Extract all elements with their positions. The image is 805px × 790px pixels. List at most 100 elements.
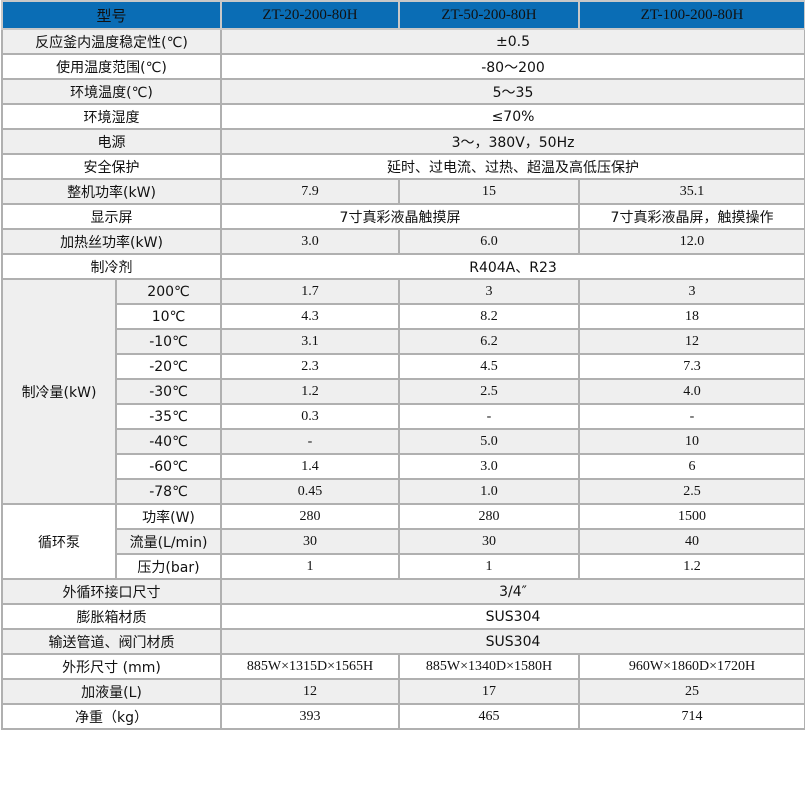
table-row: 环境湿度 ≤70%	[0, 103, 805, 130]
model-header: ZT-50-200-80H	[398, 0, 581, 30]
row-label: 显示屏	[0, 203, 223, 230]
sub-label: 压力(bar)	[114, 553, 223, 580]
value-cell: 1	[398, 553, 581, 580]
table-row: 整机功率(kW) 7.9 15 35.1	[0, 178, 805, 205]
value-cell: 2.5	[578, 478, 805, 505]
sub-label: -30℃	[114, 378, 223, 405]
value-cell: 960W×1860D×1720H	[578, 653, 805, 680]
value-cell: 30	[398, 528, 581, 555]
value-cell: SUS304	[220, 628, 805, 655]
value-cell: 3.0	[398, 453, 581, 480]
group-label: 制冷量(kW)	[1, 278, 117, 505]
value-cell: 465	[398, 703, 581, 730]
value-cell: 17	[398, 678, 581, 705]
value-cell: 12	[220, 678, 401, 705]
row-label: 整机功率(kW)	[0, 178, 223, 205]
table-row: -40℃ -5.0 10	[2, 428, 805, 455]
row-label: 环境温度(℃)	[0, 78, 223, 105]
value-cell: 393	[220, 703, 401, 730]
table-row: 循环泵 功率(W) 280 280 1500	[1, 503, 805, 580]
value-cell: 885W×1315D×1565H	[220, 653, 401, 680]
value-cell: 1.2	[578, 553, 805, 580]
row-label: 外形尺寸 (mm)	[0, 653, 223, 680]
value-cell: 25	[578, 678, 805, 705]
value-cell: 4.0	[578, 378, 805, 405]
row-label: 安全保护	[0, 153, 223, 180]
table-row: 加热丝功率(kW) 3.0 6.0 12.0	[0, 228, 805, 255]
row-label: 外循环接口尺寸	[0, 578, 223, 605]
value-cell: 1.4	[220, 453, 401, 480]
value-cell: SUS304	[220, 603, 805, 630]
value-cell: 6.2	[398, 328, 581, 355]
value-cell: -	[220, 428, 401, 455]
sub-label: -35℃	[114, 403, 223, 430]
value-cell: 3～，380V，50Hz	[220, 128, 805, 155]
value-cell: 35.1	[578, 178, 805, 205]
value-cell: R404A、R23	[220, 253, 805, 280]
table-row: 压力(bar) 1 1 1.2	[2, 553, 805, 580]
row-label: 使用温度范围(℃)	[0, 53, 223, 80]
value-cell: 3	[398, 278, 581, 305]
row-label: 净重（kg）	[0, 703, 223, 730]
value-cell: 7寸真彩液晶触摸屏	[220, 203, 581, 230]
value-cell: 7.9	[220, 178, 401, 205]
value-cell: 1.2	[220, 378, 401, 405]
value-cell: 3/4″	[220, 578, 805, 605]
table-row: 加液量(L) 12 17 25	[0, 678, 805, 705]
row-label: 反应釜内温度稳定性(℃)	[0, 28, 223, 55]
value-cell: 12.0	[578, 228, 805, 255]
value-cell: 1.7	[220, 278, 401, 305]
value-cell: 2.3	[220, 353, 401, 380]
sub-label: -40℃	[114, 428, 223, 455]
value-cell: 3.0	[220, 228, 401, 255]
value-cell: 3	[578, 278, 805, 305]
value-cell: 15	[398, 178, 581, 205]
row-label: 输送管道、阀门材质	[0, 628, 223, 655]
row-label: 制冷剂	[0, 253, 223, 280]
table-row: 使用温度范围(℃) -80～200	[0, 53, 805, 80]
row-label: 环境湿度	[0, 103, 223, 130]
table-row: 安全保护 延时、过电流、过热、超温及高低压保护	[0, 153, 805, 180]
table-row: 外循环接口尺寸 3/4″	[0, 578, 805, 605]
table-row: 显示屏 7寸真彩液晶触摸屏 7寸真彩液晶屏，触摸操作	[0, 203, 805, 230]
table-row: 电源 3～，380V，50Hz	[0, 128, 805, 155]
value-cell: 0.45	[220, 478, 401, 505]
value-cell: 10	[578, 428, 805, 455]
table-row: -30℃ 1.2 2.5 4.0	[2, 378, 805, 405]
table-row: 制冷量(kW) 200℃ 1.7 3 3	[1, 278, 805, 505]
value-cell: 2.5	[398, 378, 581, 405]
table-row: 流量(L/min) 30 30 40	[2, 528, 805, 555]
row-label: 电源	[0, 128, 223, 155]
table-row: -78℃ 0.45 1.0 2.5	[2, 478, 805, 505]
sub-label: -10℃	[114, 328, 223, 355]
value-cell: 4.3	[220, 303, 401, 330]
sub-label: -78℃	[114, 478, 223, 505]
value-cell: 280	[220, 503, 401, 530]
value-cell: 0.3	[220, 403, 401, 430]
value-cell: 7寸真彩液晶屏，触摸操作	[578, 203, 805, 230]
value-cell: 8.2	[398, 303, 581, 330]
sub-label: 功率(W)	[114, 503, 223, 530]
table-row: 输送管道、阀门材质 SUS304	[0, 628, 805, 655]
row-label: 膨胀箱材质	[0, 603, 223, 630]
header-row: 型号 ZT-20-200-80H ZT-50-200-80H ZT-100-200-8…	[0, 0, 805, 30]
value-cell: 1500	[578, 503, 805, 530]
value-cell: 6	[578, 453, 805, 480]
sub-label: 流量(L/min)	[114, 528, 223, 555]
table-row: 环境温度(℃) 5～35	[0, 78, 805, 105]
table-row: -20℃ 2.3 4.5 7.3	[2, 353, 805, 380]
value-cell: 714	[578, 703, 805, 730]
value-cell: 30	[220, 528, 401, 555]
value-cell: 5.0	[398, 428, 581, 455]
value-cell: ±0.5	[220, 28, 805, 55]
group-label: 循环泵	[1, 503, 117, 580]
value-cell: 40	[578, 528, 805, 555]
model-header: ZT-100-200-80H	[578, 0, 805, 30]
table-row: 净重（kg） 393 465 714	[0, 703, 805, 730]
value-cell: -	[398, 403, 581, 430]
sub-label: 200℃	[114, 278, 223, 305]
value-cell: 延时、过电流、过热、超温及高低压保护	[220, 153, 805, 180]
header-label: 型号	[0, 0, 223, 30]
table-row: 制冷剂 R404A、R23	[0, 253, 805, 280]
table-row: 膨胀箱材质 SUS304	[0, 603, 805, 630]
